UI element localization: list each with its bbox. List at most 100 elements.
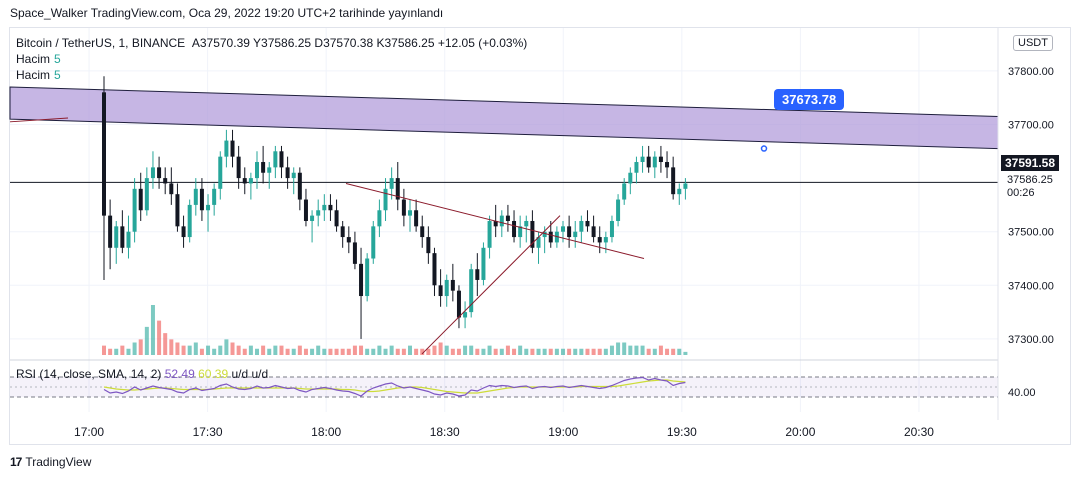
candle-body [573, 231, 578, 238]
candle-body [640, 156, 645, 163]
volume-bar [193, 342, 198, 355]
volume-indicator-label[interactable]: Hacim [16, 68, 51, 82]
price-tag-label[interactable]: 37673.78 [774, 89, 845, 110]
time-tick-label: 18:00 [311, 425, 341, 439]
candle-body [328, 204, 333, 211]
candle-body [505, 215, 510, 221]
price-tick-label: 37400.00 [1008, 280, 1054, 292]
candle-body [377, 210, 382, 227]
volume-bar [505, 345, 510, 355]
volume-bar [212, 348, 217, 355]
volume-bar [108, 348, 113, 355]
candle-body [561, 226, 565, 232]
candle-body [671, 167, 676, 195]
candle-body [609, 220, 614, 238]
rsi-legend: RSI (14, close, SMA, 14, 2) 52.49 60.39 … [16, 367, 268, 381]
volume-bar [255, 348, 259, 355]
volume-bar [291, 348, 296, 355]
volume-bar [536, 348, 541, 355]
candle-body [603, 237, 608, 243]
candle-body [438, 285, 443, 297]
candle-body [261, 162, 266, 173]
volume-bar [371, 348, 376, 355]
volume-bar [420, 348, 425, 355]
candle-body [420, 226, 425, 238]
candle-body [456, 290, 461, 318]
candle-body [414, 210, 419, 227]
candle-body [242, 178, 247, 184]
volume-bar [438, 342, 443, 355]
volume-bar [352, 345, 357, 355]
chart-legend: Bitcoin / TetherUS, 1, BINANCE A37570.39… [16, 35, 527, 83]
volume-bar [102, 345, 106, 355]
volume-bar [199, 348, 204, 355]
footer[interactable]: 17 TradingView [10, 455, 91, 469]
candle-body [450, 279, 455, 291]
volume-bar [346, 348, 351, 355]
volume-bar [236, 345, 241, 355]
price-tag-anchor-point[interactable] [760, 145, 768, 152]
price-tick-label: 37300.00 [1008, 334, 1054, 346]
candle-body [150, 167, 155, 179]
time-tick-label: 17:30 [193, 425, 223, 439]
candle-body [597, 237, 602, 243]
rsi-line [103, 376, 686, 397]
candle-body [383, 188, 388, 211]
candle-body [536, 237, 541, 248]
channel-extension-line[interactable] [9, 117, 69, 123]
triangle-upper-trendline[interactable] [345, 182, 645, 259]
ohlc-values: A37570.39 Y37586.25 D37570.38 K37586.25 … [191, 36, 528, 50]
volume-bar [561, 348, 565, 355]
volume-bar [359, 345, 364, 355]
volume-bar [530, 348, 535, 355]
price-axis-ticks[interactable]: 37800.00 37700.00 37500.00 37400.00 37300.00… [1008, 66, 1054, 399]
volume-bar [310, 348, 315, 355]
time-tick-label: 20:00 [785, 425, 815, 439]
current-price: 37586.25 [1007, 174, 1053, 186]
volume-indicator-value: 5 [54, 52, 61, 66]
volume-indicator-value: 5 [54, 68, 61, 82]
candle-body [206, 204, 211, 211]
candle-body [646, 156, 651, 168]
candle-body [279, 151, 284, 168]
chart-frame [9, 27, 1071, 445]
candle-body [120, 226, 125, 248]
bar-countdown: 00:26 [1007, 187, 1035, 199]
volume-bar [175, 342, 180, 355]
volume-bar [114, 348, 119, 355]
published-header: Space_Walker TradingView.com, Oca 29, 20… [10, 6, 444, 20]
rsi-indicator-label[interactable]: RSI (14, close, SMA, 14, 2) [16, 367, 162, 381]
rsi-value: 52.49 [164, 367, 195, 381]
tradingview-brand: TradingView [25, 455, 92, 469]
volume-bar [499, 348, 504, 355]
candle-body [316, 210, 321, 216]
triangle-lower-trendline[interactable] [421, 215, 561, 355]
time-tick-label: 20:30 [904, 425, 934, 439]
volume-bar [273, 345, 278, 355]
symbol-title[interactable]: Bitcoin / TetherUS, 1, BINANCE [16, 36, 186, 50]
volume-indicator-label[interactable]: Hacim [16, 52, 51, 66]
volume-bar [450, 348, 455, 355]
candle-body [499, 215, 504, 227]
candle-body [255, 162, 259, 179]
candle-body [512, 220, 517, 238]
candle-body [658, 156, 663, 163]
candle-body [218, 156, 223, 189]
candle-body [426, 237, 431, 254]
candle-body [230, 140, 235, 157]
currency-button[interactable]: USDT [1013, 35, 1053, 51]
time-axis-ticks[interactable]: 17:00 17:30 18:00 18:30 19:00 19:30 20:00 20:30 [74, 425, 934, 439]
candle-body [683, 183, 688, 189]
candle-body [157, 167, 162, 179]
last-price-label: 37591.58 [1001, 155, 1059, 171]
candle-body [548, 231, 553, 243]
candle-body [181, 226, 186, 238]
time-tick-label: 19:00 [548, 425, 578, 439]
channel-band[interactable] [9, 86, 999, 150]
time-tick-label: 18:30 [430, 425, 460, 439]
volume-bar [322, 348, 327, 355]
volume-bar [683, 351, 688, 355]
candle-body [616, 199, 621, 221]
candle-body [285, 167, 290, 179]
